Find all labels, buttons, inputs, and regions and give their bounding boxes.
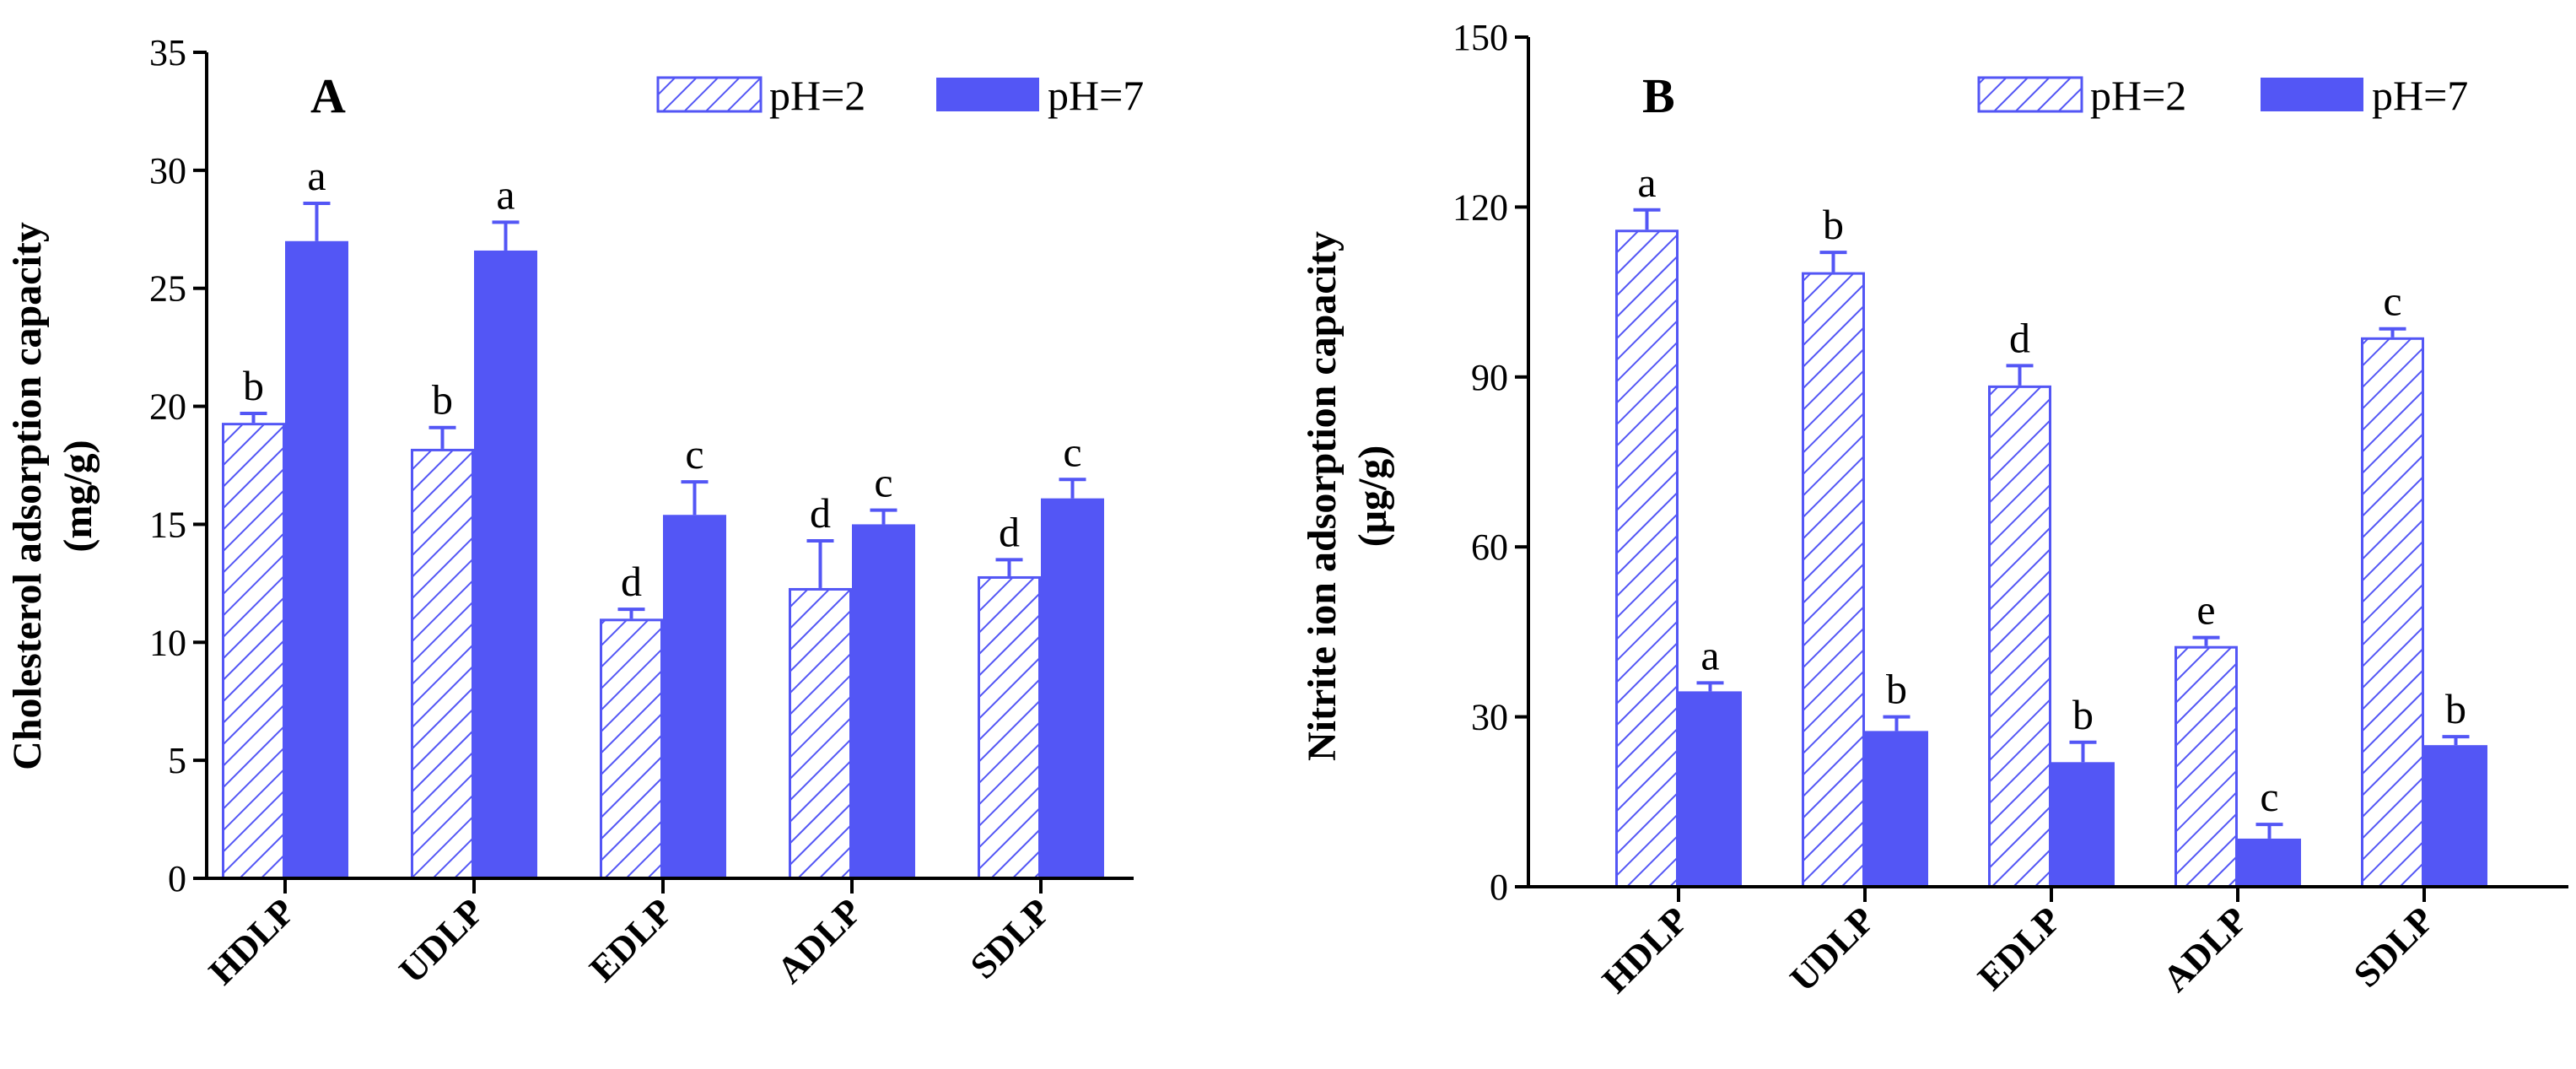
x-tick-label: HDLP xyxy=(201,890,303,992)
y-tick-label: 60 xyxy=(1471,526,1508,568)
y-axis-label-line1: Cholesterol adsorption capacity xyxy=(5,222,50,770)
y-axis-label-line1: Nitrite ion adsorption capacity xyxy=(1300,231,1345,761)
bar-adlp-ph7 xyxy=(2238,838,2301,887)
y-tick-label: 30 xyxy=(1471,697,1508,738)
y-tick-label: 35 xyxy=(149,32,186,73)
chart-panel-b: Nitrite ion adsorption capacity (μg/g) B… xyxy=(1300,17,2568,1002)
y-tick-label: 5 xyxy=(168,740,186,781)
bar-sdlp-ph7 xyxy=(1041,498,1104,878)
significance-letter: c xyxy=(2260,773,2278,820)
y-tick-label: 120 xyxy=(1452,186,1508,228)
significance-letter: b xyxy=(432,376,453,424)
legend-swatch-solid xyxy=(2261,78,2363,111)
y-axis-label-line2: (μg/g) xyxy=(1350,445,1395,548)
x-tick-label: EDLP xyxy=(581,890,681,990)
x-tick-label: ADLP xyxy=(769,890,870,991)
bar-hdlp-ph7 xyxy=(1679,691,1742,887)
y-ticks: 0 5 10 15 20 25 30 35 xyxy=(149,32,207,899)
significance-letter: d xyxy=(2009,314,2030,361)
legend: pH=2 pH=7 xyxy=(1977,72,2468,119)
significance-letter: c xyxy=(2383,278,2401,325)
x-tick-label: SDLP xyxy=(2346,899,2442,995)
bar-edlp-ph7 xyxy=(2051,762,2115,887)
significance-letter: d xyxy=(999,508,1020,555)
bar-hdlp-ph2 xyxy=(1615,229,1679,888)
significance-letter: b xyxy=(2072,691,2094,738)
legend-swatch-hatched xyxy=(1977,76,2083,113)
bar-adlp-ph7 xyxy=(852,524,915,878)
significance-letter: b xyxy=(243,362,264,409)
y-tick-label: 15 xyxy=(149,504,186,545)
significance-letter: b xyxy=(1886,666,1907,713)
x-tick-label: HDLP xyxy=(1594,899,1696,1001)
y-ticks: 0 30 60 90 120 150 xyxy=(1452,17,1528,908)
y-tick-label: 0 xyxy=(1490,867,1508,908)
x-tick-labels: HDLP UDLP EDLP ADLP SDLP xyxy=(201,878,1059,993)
chart-panel-a: Cholesterol adsorption capacity (mg/g) A… xyxy=(5,32,1144,993)
x-tick-labels: HDLP UDLP EDLP ADLP SDLP xyxy=(1594,887,2442,1002)
significance-letter: c xyxy=(685,430,703,478)
significance-letter: a xyxy=(1700,631,1719,678)
x-tick-label: ADLP xyxy=(2155,899,2255,999)
legend: pH=2 pH=7 xyxy=(656,72,1144,119)
y-tick-label: 10 xyxy=(149,622,186,663)
panel-letter: A xyxy=(310,68,346,123)
bar-edlp-ph2 xyxy=(1988,385,2051,888)
significance-letter: b xyxy=(1823,201,1844,248)
bar-sdlp-ph2 xyxy=(2361,337,2424,888)
x-tick-label: UDLP xyxy=(391,890,492,991)
y-tick-label: 20 xyxy=(149,386,186,428)
x-tick-label: EDLP xyxy=(1970,899,2069,998)
bar-hdlp-ph2 xyxy=(222,423,285,880)
y-tick-label: 0 xyxy=(168,858,186,899)
significance-letter: d xyxy=(621,558,642,605)
y-tick-label: 90 xyxy=(1471,357,1508,398)
bar-sdlp-ph2 xyxy=(978,575,1041,880)
bar-udlp-ph2 xyxy=(411,448,474,880)
bar-edlp-ph7 xyxy=(663,515,726,878)
significance-letter: b xyxy=(2445,685,2466,732)
bar-sdlp-ph7 xyxy=(2424,745,2487,887)
significance-letter: a xyxy=(496,170,515,218)
y-tick-label: 150 xyxy=(1452,17,1508,58)
bar-hdlp-ph7 xyxy=(285,240,348,878)
bar-udlp-ph7 xyxy=(474,250,537,879)
bar-edlp-ph2 xyxy=(600,618,663,880)
significance-letter: c xyxy=(1063,428,1081,475)
bar-adlp-ph2 xyxy=(789,587,852,880)
y-tick-label: 30 xyxy=(149,150,186,192)
panel-letter: B xyxy=(1642,68,1675,123)
significance-letter: e xyxy=(2196,586,2215,634)
bar-udlp-ph7 xyxy=(1865,731,1928,887)
legend-label: pH=2 xyxy=(769,72,865,119)
significance-letter: a xyxy=(307,152,326,199)
bar-udlp-ph2 xyxy=(1802,272,1865,888)
significance-letter: d xyxy=(810,489,831,537)
legend-swatch-hatched xyxy=(656,76,763,113)
bar-adlp-ph2 xyxy=(2175,645,2238,888)
x-tick-label: SDLP xyxy=(962,890,1059,986)
legend-label: pH=7 xyxy=(2372,72,2468,119)
significance-letter: a xyxy=(1637,159,1656,206)
y-tick-label: 25 xyxy=(149,268,186,310)
legend-swatch-solid xyxy=(936,78,1039,111)
bars: a a b b d b e c c b xyxy=(1615,159,2487,888)
legend-label: pH=7 xyxy=(1048,72,1144,119)
significance-letter: c xyxy=(874,459,892,506)
y-axis-label-line2: (mg/g) xyxy=(56,440,100,552)
x-tick-label: UDLP xyxy=(1782,899,1883,999)
legend-label: pH=2 xyxy=(2090,72,2186,119)
